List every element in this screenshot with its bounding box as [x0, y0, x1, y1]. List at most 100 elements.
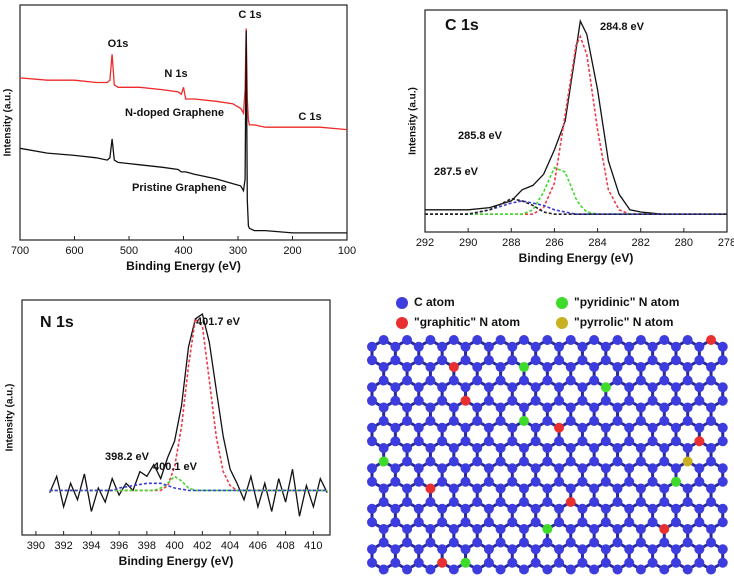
atom [367, 436, 377, 447]
legend-label: "pyrrolic" N atom [574, 315, 673, 329]
atom [367, 422, 377, 433]
atom [413, 341, 424, 352]
atom [659, 524, 670, 534]
lattice [367, 335, 728, 575]
atom [589, 375, 600, 386]
atom [448, 416, 459, 426]
atom [554, 544, 565, 555]
atom [577, 544, 588, 555]
atom [717, 476, 728, 487]
atom [495, 524, 506, 534]
atom [554, 436, 565, 447]
atom [390, 341, 401, 352]
atom [624, 476, 635, 487]
annotation: N 1s [164, 68, 187, 80]
atom [694, 395, 705, 406]
annotation: C 1s [238, 9, 261, 21]
x-tick-label: 402 [193, 540, 211, 552]
legend-label: "pyridinic" N atom [574, 295, 679, 309]
atom [600, 382, 611, 393]
atom [647, 382, 658, 393]
atom [483, 517, 494, 528]
atom [624, 341, 635, 352]
atom [612, 564, 623, 575]
atom [659, 564, 670, 575]
atom [518, 483, 529, 494]
series-line [19, 30, 347, 234]
atom [460, 341, 471, 352]
x-tick-label: 300 [229, 245, 247, 257]
atom [589, 564, 600, 575]
atom [565, 564, 576, 575]
atom [717, 341, 728, 352]
plot-frame [21, 299, 331, 536]
atom [589, 456, 600, 467]
series-line [425, 197, 727, 215]
atom [682, 456, 693, 467]
atom [706, 402, 717, 413]
atom [495, 456, 506, 467]
atom [577, 422, 588, 433]
atom [437, 557, 448, 568]
atom [507, 355, 518, 366]
atom [542, 456, 553, 467]
atom [670, 341, 681, 352]
atom [472, 497, 483, 507]
annotation: 287.5 eV [434, 166, 479, 178]
x-tick-label: 292 [416, 237, 434, 249]
atom [694, 463, 705, 474]
atom [530, 341, 541, 352]
atom [425, 362, 436, 372]
atom [635, 416, 646, 426]
atom [448, 402, 459, 413]
atom [565, 443, 576, 453]
atom [378, 564, 389, 575]
atom [367, 395, 377, 406]
atom [518, 456, 529, 467]
x-tick-label: 392 [54, 540, 72, 552]
atom [647, 463, 658, 474]
atom [624, 422, 635, 433]
atom [682, 375, 693, 386]
atom [402, 483, 413, 494]
x-tick-label: 394 [82, 540, 100, 552]
atom [495, 362, 506, 372]
atom [717, 463, 728, 474]
legend-marker [396, 297, 408, 309]
atom [635, 443, 646, 453]
atom [378, 456, 389, 467]
atom [682, 483, 693, 494]
atom [706, 497, 717, 507]
atom [413, 355, 424, 366]
atom [507, 395, 518, 406]
atom [413, 517, 424, 528]
series-label: Pristine Graphene [132, 182, 227, 194]
atom [390, 517, 401, 528]
atom [542, 483, 553, 494]
atom [600, 503, 611, 514]
atom [367, 341, 377, 352]
atom [530, 355, 541, 366]
atom [413, 436, 424, 447]
atom [518, 335, 529, 345]
atom [437, 436, 448, 447]
atom [390, 395, 401, 406]
atom [647, 517, 658, 528]
series-line [425, 200, 727, 215]
atom [612, 497, 623, 507]
atom [460, 544, 471, 555]
atom [542, 416, 553, 426]
x-tick-label: 100 [338, 245, 356, 257]
atom [425, 483, 436, 494]
x-tick-label: 278 [718, 237, 734, 249]
y-axis-label: Intensity (a.u.) [3, 89, 14, 157]
series-line [425, 34, 727, 215]
atom [589, 497, 600, 507]
atom [682, 564, 693, 575]
atom [717, 382, 728, 393]
atom [589, 537, 600, 548]
atom [402, 375, 413, 386]
atom [612, 456, 623, 467]
atom [624, 436, 635, 447]
atom [565, 456, 576, 467]
